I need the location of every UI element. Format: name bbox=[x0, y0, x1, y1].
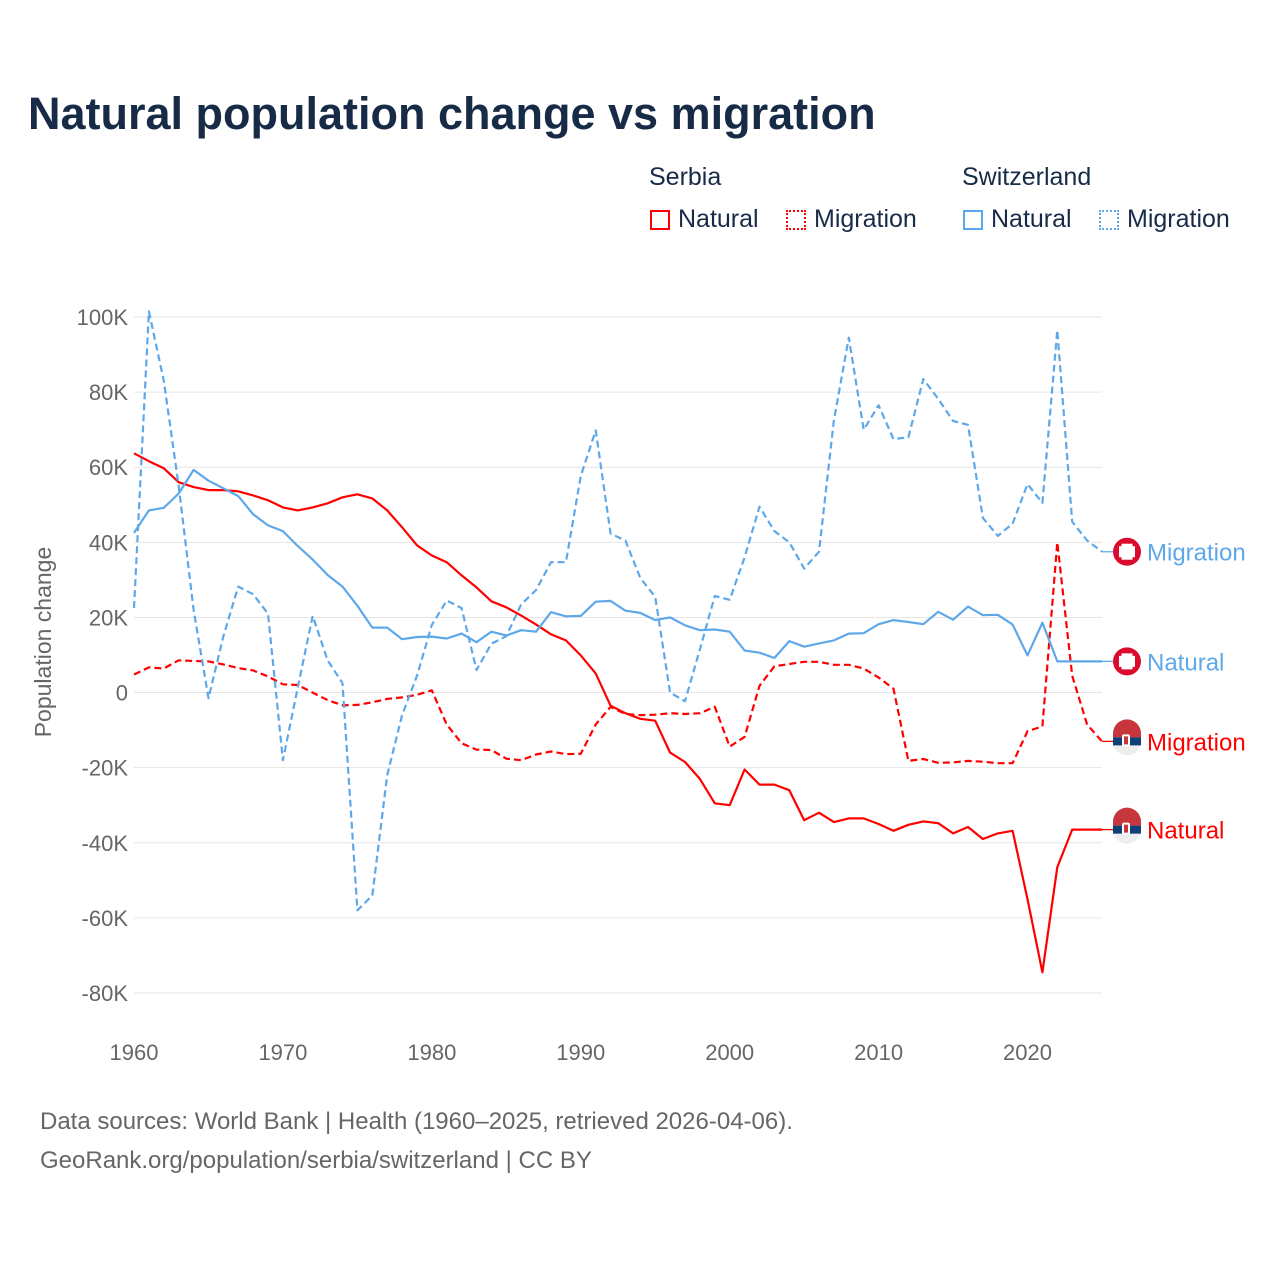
dotted-swatch-icon bbox=[786, 209, 806, 230]
footer-link[interactable]: GeoRank.org/population/serbia/switzerlan… bbox=[40, 1147, 592, 1174]
legend-item-serbia-migration[interactable]: Migration bbox=[786, 205, 917, 234]
end-label-serbia-natural: Natural bbox=[1147, 818, 1224, 845]
series-line-serbia-natural[interactable] bbox=[133, 452, 1102, 974]
y-tick-label: 80K bbox=[89, 380, 128, 405]
end-label-switzerland-migration: Migration bbox=[1147, 540, 1246, 567]
y-tick-label: -80K bbox=[82, 981, 129, 1006]
x-tick-label: 1990 bbox=[556, 1040, 605, 1065]
legend-item-serbia-natural[interactable]: Natural bbox=[650, 205, 759, 234]
y-tick-label: -40K bbox=[82, 831, 129, 856]
x-tick-label: 1960 bbox=[110, 1040, 159, 1065]
y-tick-label: 40K bbox=[89, 530, 128, 555]
end-label-switzerland-natural: Natural bbox=[1147, 649, 1224, 676]
serbia-flag-icon bbox=[1113, 719, 1141, 756]
series-line-switzerland-migration[interactable] bbox=[132, 310, 1103, 912]
chart-title: Natural population change vs migration bbox=[28, 88, 876, 139]
legend-label: Natural bbox=[678, 205, 759, 233]
solid-swatch-icon bbox=[963, 209, 983, 230]
end-label-serbia-migration: Migration bbox=[1147, 729, 1246, 756]
legend-item-switzerland-natural[interactable]: Natural bbox=[963, 205, 1072, 234]
switzerland-flag-icon bbox=[1113, 647, 1141, 676]
y-tick-label: 20K bbox=[89, 605, 128, 630]
solid-swatch-icon bbox=[650, 209, 670, 230]
series-line-serbia-migration[interactable] bbox=[133, 541, 1103, 765]
legend-item-switzerland-migration[interactable]: Migration bbox=[1099, 205, 1230, 234]
footer-sources: Data sources: World Bank | Health (1960–… bbox=[40, 1108, 793, 1135]
x-tick-label: 1970 bbox=[258, 1040, 307, 1065]
y-tick-label: -20K bbox=[82, 756, 129, 781]
series-line-switzerland-natural[interactable] bbox=[133, 468, 1102, 663]
y-tick-label: 0 bbox=[116, 681, 128, 706]
y-tick-label: 100K bbox=[77, 305, 129, 330]
y-axis-title: Population change bbox=[30, 547, 56, 738]
serbia-flag-icon bbox=[1113, 807, 1141, 844]
x-tick-label: 2020 bbox=[1003, 1040, 1052, 1065]
legend-label: Natural bbox=[991, 205, 1072, 233]
y-tick-label: -60K bbox=[82, 906, 129, 931]
legend-group-switzerland: Switzerland bbox=[962, 163, 1092, 191]
dotted-swatch-icon bbox=[1099, 209, 1119, 230]
x-tick-label: 2000 bbox=[705, 1040, 754, 1065]
y-tick-label: 60K bbox=[89, 455, 128, 480]
legend-label: Migration bbox=[814, 205, 917, 233]
x-tick-label: 1980 bbox=[407, 1040, 456, 1065]
x-tick-label: 2010 bbox=[854, 1040, 903, 1065]
legend-label: Migration bbox=[1127, 205, 1230, 233]
legend-group-serbia: Serbia bbox=[649, 163, 722, 191]
switzerland-flag-icon bbox=[1113, 537, 1141, 566]
